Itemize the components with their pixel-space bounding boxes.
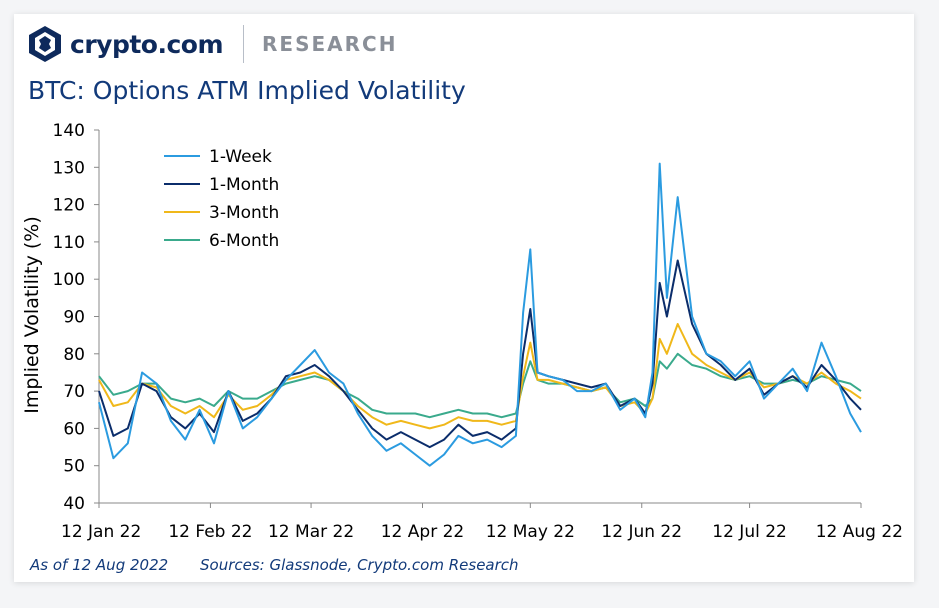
series-line-1-week — [98, 162, 862, 467]
legend-label: 6-Month — [209, 231, 279, 251]
series-line-3-month — [98, 323, 862, 430]
chart-series — [98, 162, 862, 467]
as-of-note: As of 12 Aug 2022 — [30, 556, 169, 574]
y-tick-label: 60 — [63, 419, 85, 439]
x-tick-label: 12 Jan 22 — [61, 522, 141, 542]
legend-label: 1-Week — [209, 147, 272, 167]
brand-name: crypto.com — [70, 29, 224, 59]
x-tick-label: 12 Apr 22 — [381, 522, 464, 542]
y-tick-label: 140 — [53, 121, 85, 141]
legend-label: 3-Month — [209, 203, 279, 223]
y-tick-label: 100 — [53, 270, 85, 290]
y-tick-label: 110 — [53, 233, 85, 253]
y-tick-label: 120 — [53, 196, 85, 216]
y-tick-label: 90 — [63, 308, 85, 328]
y-tick-label: 80 — [63, 345, 85, 365]
brand-logo: crypto.com RESEARCH — [28, 24, 397, 64]
y-tick-label: 70 — [63, 382, 85, 402]
series-line-1-month — [98, 259, 862, 449]
x-tick-label: 12 Jun 22 — [601, 522, 682, 542]
chart-title: BTC: Options ATM Implied Volatility — [28, 76, 466, 105]
y-tick-label: 40 — [63, 494, 85, 514]
chart-legend: 1-Week 1-Month 3-Month 6-Month — [164, 147, 279, 251]
x-tick-label: 12 May 22 — [486, 522, 575, 542]
legend-label: 1-Month — [209, 175, 279, 195]
y-axis-label: Implied Volatility (%) — [21, 216, 43, 414]
chart-card: crypto.com RESEARCH BTC: Options ATM Imp… — [14, 14, 914, 582]
section-label: RESEARCH — [262, 32, 398, 56]
x-tick-label: 12 Mar 22 — [268, 522, 354, 542]
header-divider — [243, 25, 245, 63]
chart-axes: 40 50 60 70 80 90 100 110 120 130 140 12 Jan 22 12 F… — [53, 121, 903, 542]
x-tick-label: 12 Aug 22 — [816, 522, 903, 542]
x-tick-label: 12 Jul 22 — [712, 522, 787, 542]
series-line-6-month — [98, 352, 862, 419]
y-tick-label: 130 — [53, 158, 85, 178]
x-tick-label: 12 Feb 22 — [168, 522, 252, 542]
y-tick-label: 50 — [63, 457, 85, 477]
sources-note: Sources: Glassnode, Crypto.com Research — [200, 556, 519, 574]
crypto-com-shield-icon — [29, 26, 61, 62]
